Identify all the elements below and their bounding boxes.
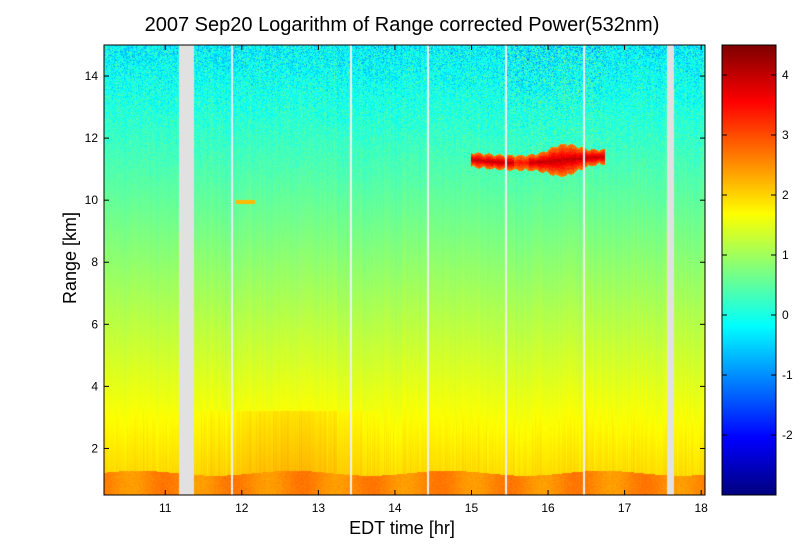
y-tick-label: 8 <box>91 255 98 269</box>
colorbar-tick-label: -1 <box>782 368 793 382</box>
heatmap-image <box>104 45 705 495</box>
colorbar-tick-label: 3 <box>782 128 789 142</box>
x-tick-label: 17 <box>618 501 632 515</box>
colorbar-tick-label: 2 <box>782 188 789 202</box>
y-tick-label: 6 <box>91 317 98 331</box>
chart-title: 2007 Sep20 Logarithm of Range corrected … <box>145 14 660 36</box>
colorbar-tick-label: 4 <box>782 68 789 82</box>
x-tick-label: 14 <box>388 501 402 515</box>
x-tick-label: 18 <box>694 501 708 515</box>
y-tick-label: 2 <box>91 441 98 455</box>
plot-frame <box>103 44 706 496</box>
x-tick-label: 15 <box>465 501 479 515</box>
y-tick-label: 14 <box>85 69 99 83</box>
colorbar-tick-label: 1 <box>782 248 789 262</box>
plot-area: 11 12 13 14 15 16 17 18 2 4 6 8 10 12 14 <box>85 44 708 515</box>
x-tick-label: 13 <box>312 501 326 515</box>
y-axis: 2 4 6 8 10 12 14 <box>85 69 705 455</box>
y-tick-label: 12 <box>85 131 99 145</box>
x-axis: 11 12 13 14 15 16 17 18 <box>159 45 708 515</box>
x-tick-label: 16 <box>541 501 555 515</box>
colorbar-frame <box>721 44 777 496</box>
y-axis-label: Range [km] <box>60 212 80 304</box>
x-tick-label: 11 <box>159 501 172 515</box>
colorbar-axis: -2 -1 0 1 2 3 4 <box>722 68 793 442</box>
y-tick-label: 4 <box>91 379 98 393</box>
colorbar-tick-label: -2 <box>782 428 793 442</box>
x-tick-label: 12 <box>235 501 249 515</box>
colorbar-tick-label: 0 <box>782 308 789 322</box>
colorbar-gradient <box>722 45 776 495</box>
y-tick-label: 10 <box>85 193 99 207</box>
x-axis-label: EDT time [hr] <box>349 518 455 538</box>
colorbar: -2 -1 0 1 2 3 4 <box>721 44 793 496</box>
